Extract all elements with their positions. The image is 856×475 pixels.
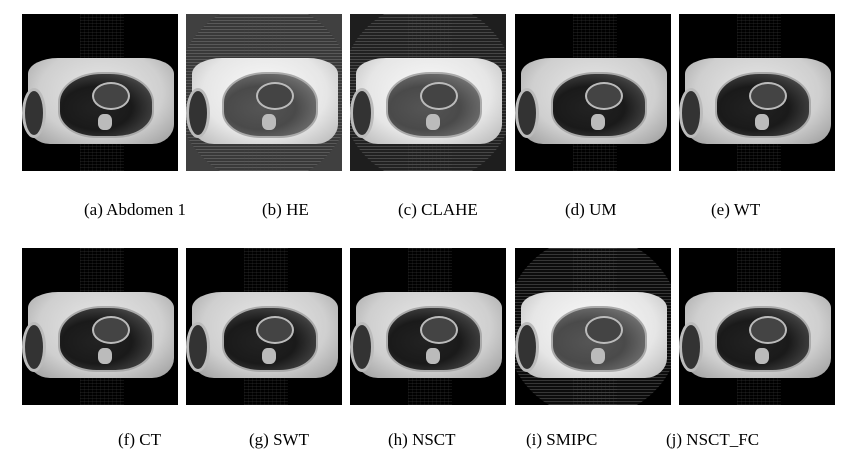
arm-cross-section	[186, 88, 210, 138]
arm-cross-section	[515, 88, 539, 138]
panel-caption: (e) WT	[711, 200, 761, 219]
spine	[262, 348, 276, 364]
panel-caption: (a) Abdomen 1	[84, 200, 186, 219]
heart	[585, 82, 623, 110]
mri-image-panel	[350, 248, 506, 405]
spine	[755, 114, 769, 130]
mri-image-panel	[679, 248, 835, 405]
spine	[262, 114, 276, 130]
spine	[98, 114, 112, 130]
arm-cross-section	[350, 322, 374, 372]
mri-image-panel	[679, 14, 835, 171]
panel-caption: (d) UM	[565, 200, 617, 219]
arm-cross-section	[350, 88, 374, 138]
heart	[256, 316, 294, 344]
heart	[749, 82, 787, 110]
heart	[92, 316, 130, 344]
mri-image-panel	[22, 14, 178, 171]
panel-caption: (j) NSCT_FC	[666, 430, 760, 449]
heart	[585, 316, 623, 344]
spine	[755, 348, 769, 364]
arm-cross-section	[22, 88, 46, 138]
mri-image-panel	[515, 14, 671, 171]
arm-cross-section	[679, 88, 703, 138]
panel-caption: (g) SWT	[249, 430, 309, 449]
spine	[591, 114, 605, 130]
heart	[92, 82, 130, 110]
arm-cross-section	[679, 322, 703, 372]
panel-caption: (b) HE	[262, 200, 309, 219]
panel-caption: (c) CLAHE	[398, 200, 478, 219]
mri-image-panel	[186, 14, 342, 171]
heart	[420, 82, 458, 110]
panel-caption: (h) NSCT	[388, 430, 456, 449]
heart	[420, 316, 458, 344]
heart	[749, 316, 787, 344]
arm-cross-section	[186, 322, 210, 372]
spine	[426, 348, 440, 364]
spine	[591, 348, 605, 364]
panel-caption: (f) CT	[118, 430, 161, 449]
mri-image-panel	[515, 248, 671, 405]
arm-cross-section	[22, 322, 46, 372]
mri-image-panel	[186, 248, 342, 405]
heart	[256, 82, 294, 110]
panel-caption: (i) SMIPC	[526, 430, 598, 449]
spine	[426, 114, 440, 130]
arm-cross-section	[515, 322, 539, 372]
mri-image-panel	[350, 14, 506, 171]
mri-image-panel	[22, 248, 178, 405]
spine	[98, 348, 112, 364]
